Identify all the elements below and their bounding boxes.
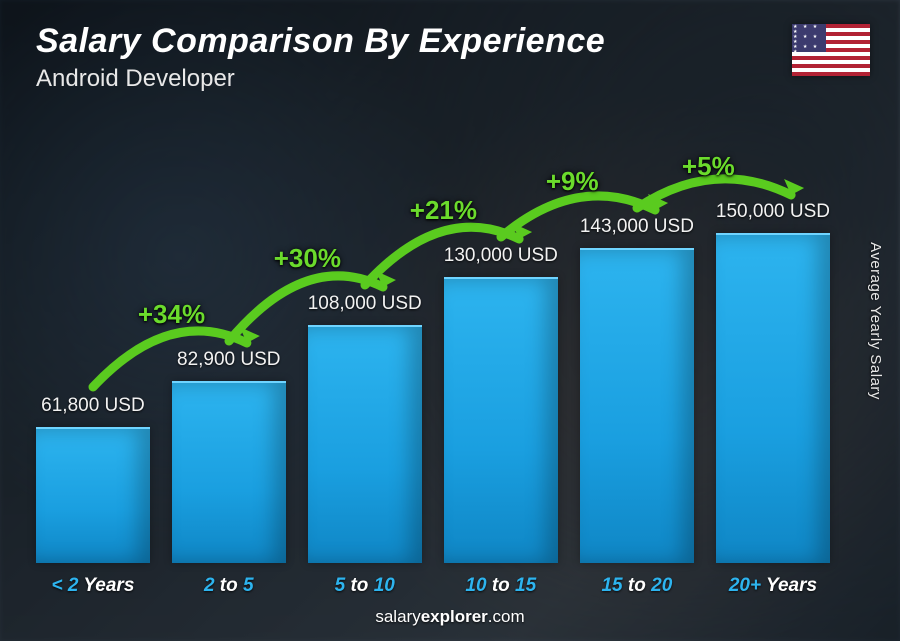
growth-percent-label: +30% bbox=[274, 243, 341, 274]
x-axis-label: 15 to 20 bbox=[601, 575, 672, 597]
x-axis-label: < 2 Years bbox=[51, 575, 134, 597]
bar bbox=[580, 248, 694, 563]
x-axis-label: 10 to 15 bbox=[465, 575, 536, 597]
bar-column: 143,000 USD15 to 20 bbox=[580, 216, 694, 563]
growth-percent-label: +34% bbox=[138, 299, 205, 330]
bar-column: 150,000 USD20+ Years bbox=[716, 201, 830, 563]
bar bbox=[716, 233, 830, 563]
footer-brand-1: salary bbox=[375, 607, 420, 626]
growth-percent-label: +21% bbox=[410, 195, 477, 226]
header: Salary Comparison By Experience Android … bbox=[36, 22, 864, 93]
x-axis-label: 20+ Years bbox=[729, 575, 817, 597]
bar-column: 61,800 USD< 2 Years bbox=[36, 395, 150, 563]
x-axis-label: 2 to 5 bbox=[204, 575, 254, 597]
footer-credit: salaryexplorer.com bbox=[0, 607, 900, 627]
country-flag-icon: ★ ★ ★ ★★ ★ ★ ★★ ★ ★ ★★ ★ ★ ★★ ★ ★ ★ bbox=[792, 24, 870, 76]
x-axis-label: 5 to 10 bbox=[335, 575, 395, 597]
footer-brand-2: explorer bbox=[421, 607, 488, 626]
page-subtitle: Android Developer bbox=[36, 65, 864, 93]
salary-bar-chart: 61,800 USD< 2 Years82,900 USD2 to 5108,0… bbox=[36, 120, 830, 563]
bar bbox=[36, 427, 150, 563]
page-title: Salary Comparison By Experience bbox=[36, 22, 864, 61]
growth-percent-label: +9% bbox=[546, 166, 599, 197]
bar bbox=[444, 277, 558, 563]
y-axis-label: Average Yearly Salary bbox=[867, 242, 884, 400]
growth-percent-label: +5% bbox=[682, 151, 735, 182]
footer-tld: .com bbox=[488, 607, 525, 626]
